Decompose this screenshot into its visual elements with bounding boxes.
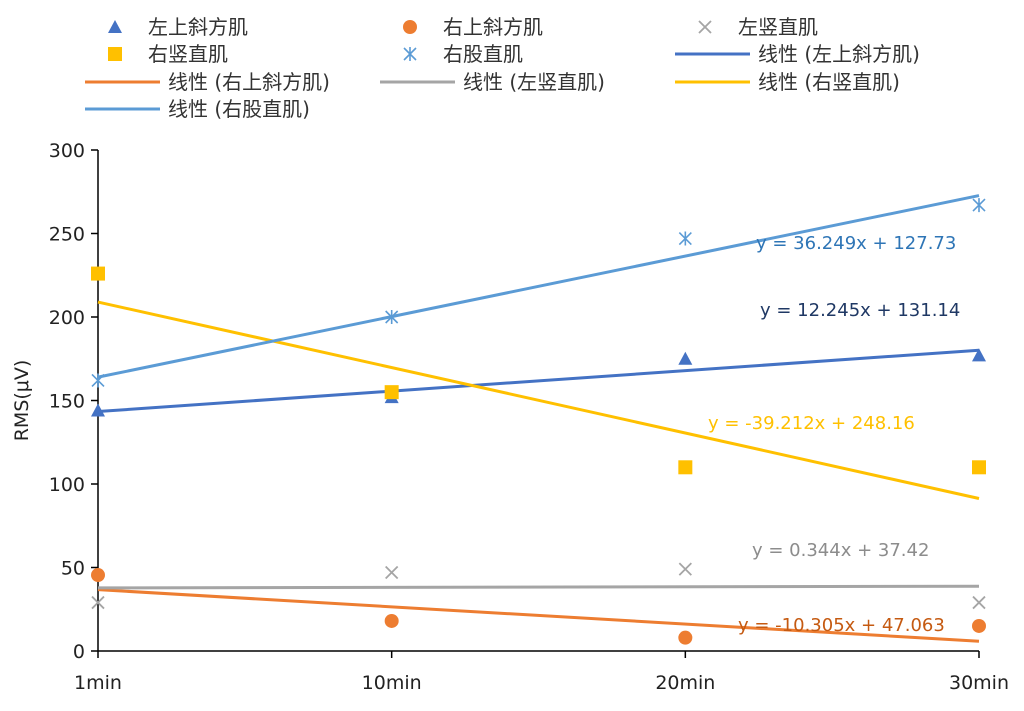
data-point — [972, 348, 986, 362]
legend-label: 右上斜方肌 — [443, 15, 543, 39]
trendline — [97, 194, 980, 379]
data-point — [91, 266, 105, 281]
trendline-equation: y = 12.245x + 131.14 — [760, 300, 960, 321]
data-point — [972, 618, 986, 633]
legend-label: 左竖直肌 — [738, 15, 818, 39]
x-tick-label: 20min — [655, 672, 715, 694]
y-tick-label: 300 — [49, 140, 85, 162]
data-point — [678, 562, 692, 576]
legend-label: 线性 (右竖直肌) — [758, 70, 900, 94]
y-axis-label: RMS(μV) — [11, 360, 33, 442]
legend-marker — [108, 47, 122, 61]
y-tick-label: 50 — [61, 558, 85, 580]
legend-label: 线性 (右股直肌) — [168, 97, 310, 121]
data-point — [678, 351, 693, 365]
data-point — [384, 385, 399, 400]
trendline — [97, 584, 980, 590]
trendline-equation: y = 36.249x + 127.73 — [756, 233, 956, 254]
y-tick-label: 150 — [49, 391, 85, 413]
legend-label: 右竖直肌 — [148, 42, 228, 66]
data-point — [678, 630, 693, 645]
legend-label: 线性 (右上斜方肌) — [168, 70, 330, 94]
x-tick-label: 10min — [362, 672, 422, 694]
data-point — [972, 198, 986, 213]
data-point — [385, 310, 399, 324]
y-tick-label: 250 — [49, 224, 85, 246]
legend-label: 左上斜方肌 — [148, 15, 248, 39]
trendline-equation: y = 0.344x + 37.42 — [752, 540, 929, 561]
data-point — [678, 231, 692, 246]
y-tick-label: 200 — [49, 307, 85, 329]
data-point — [91, 568, 105, 583]
x-tick-label: 1min — [74, 672, 122, 694]
legend-label: 右股直肌 — [443, 42, 523, 66]
legend-marker — [403, 47, 417, 61]
y-tick-label: 100 — [49, 474, 85, 496]
data-point — [91, 403, 105, 417]
trendline — [97, 348, 980, 414]
data-point — [678, 460, 693, 475]
data-point — [972, 595, 986, 610]
trendline-equation: y = -10.305x + 47.063 — [738, 615, 945, 636]
legend-label: 线性 (左上斜方肌) — [758, 42, 920, 66]
data-point — [91, 595, 105, 610]
trendline — [97, 588, 980, 643]
legend-marker — [698, 20, 712, 34]
data-point — [385, 565, 399, 580]
y-tick-label: 0 — [73, 641, 85, 663]
trendline-equation: y = -39.212x + 248.16 — [708, 413, 915, 434]
legend-marker — [403, 20, 417, 34]
legend-label: 线性 (左竖直肌) — [463, 70, 605, 94]
trendline — [97, 300, 980, 500]
legend-marker — [108, 20, 122, 33]
data-point — [91, 373, 105, 388]
data-point — [972, 460, 986, 475]
x-tick-label: 30min — [949, 672, 1009, 694]
data-point — [384, 613, 399, 628]
